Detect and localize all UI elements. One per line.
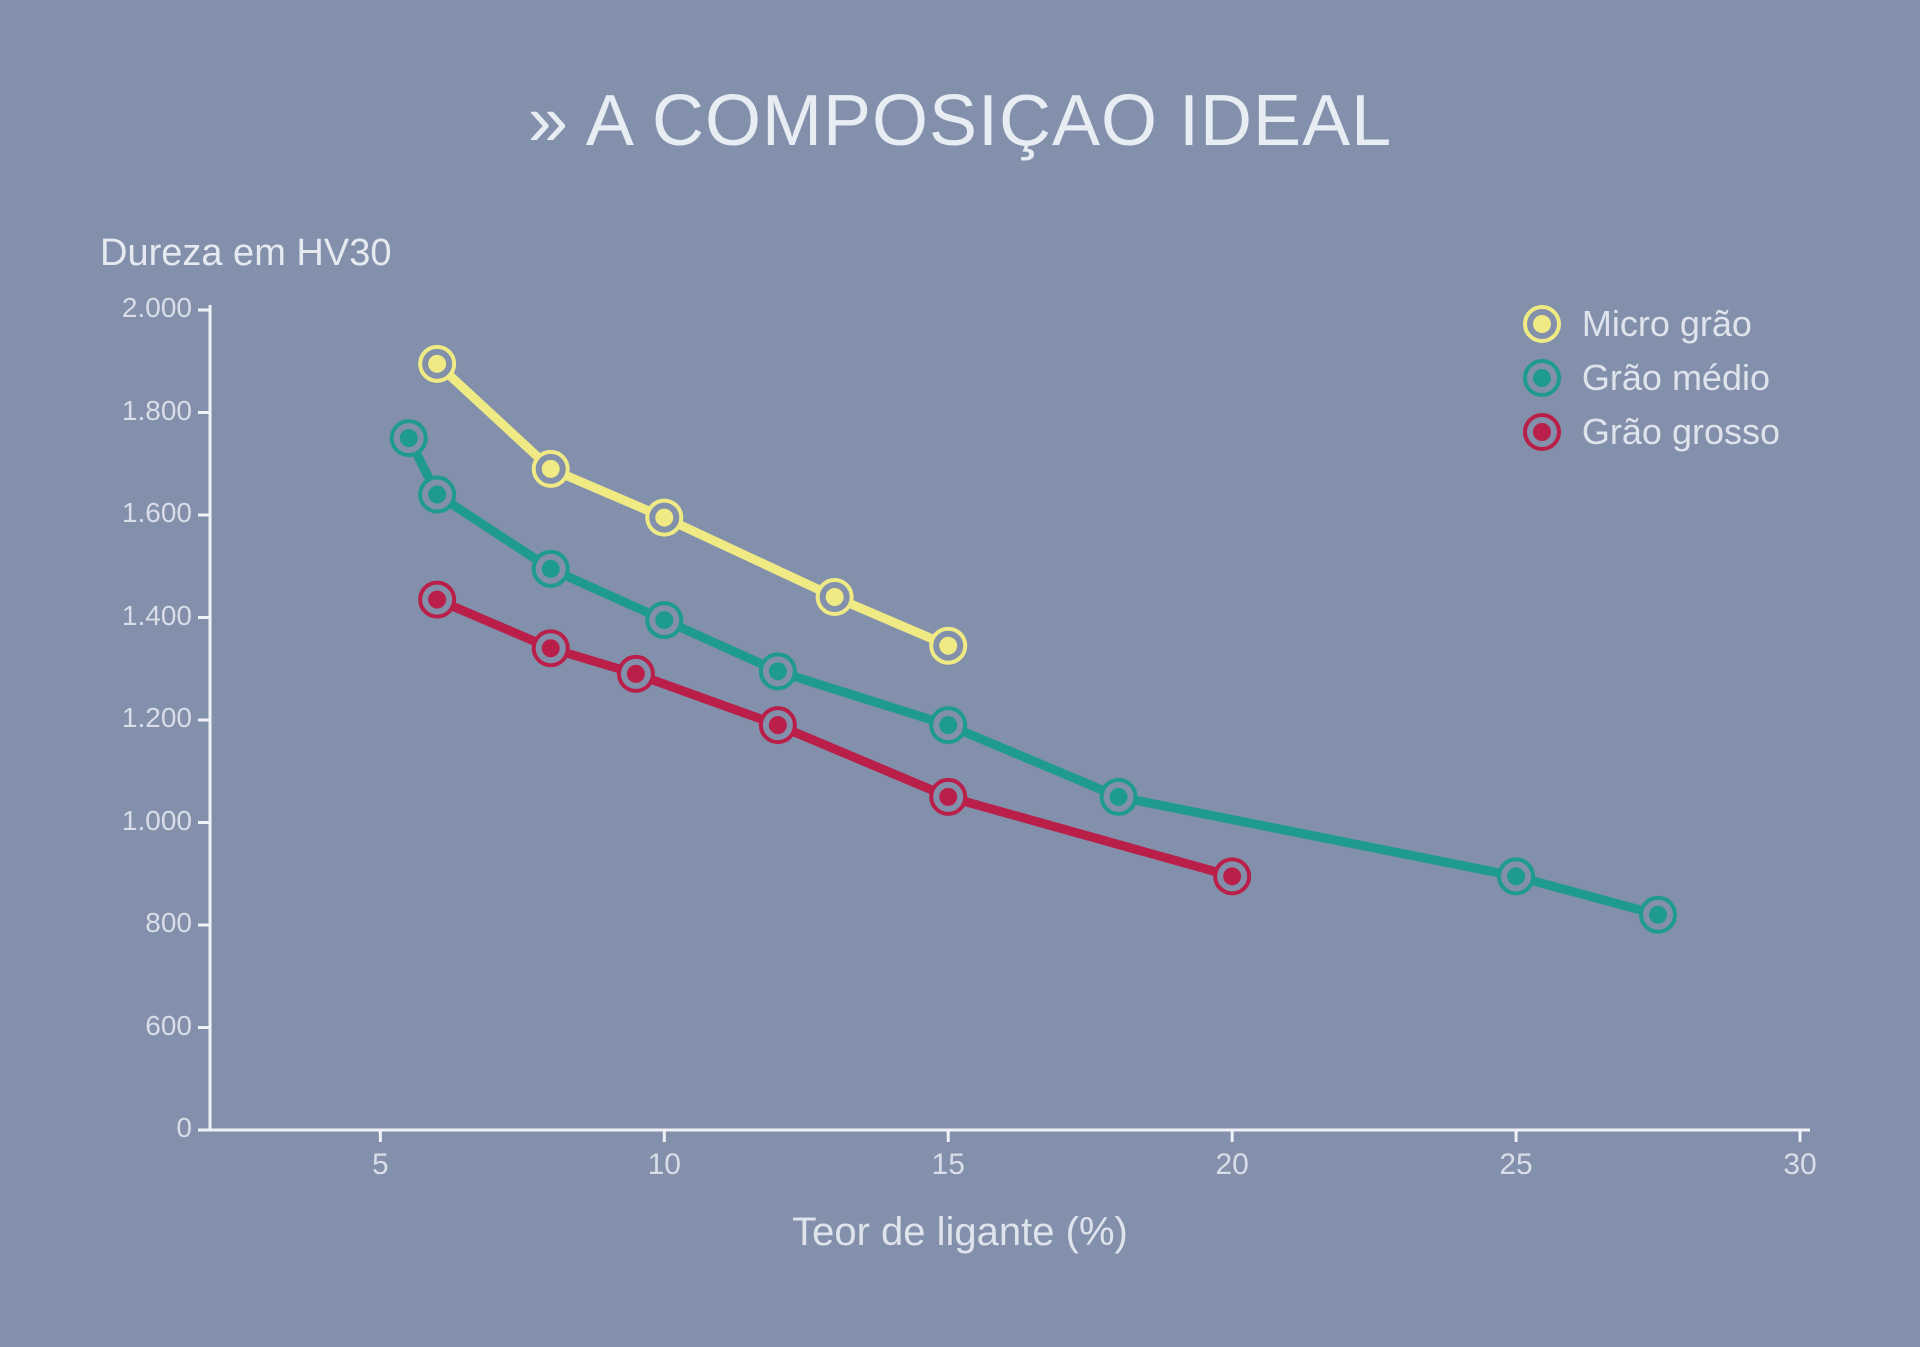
y-tick-label: 1.600: [100, 497, 192, 529]
y-tick-label: 0: [100, 1112, 192, 1144]
y-tick-label: 800: [100, 907, 192, 939]
x-tick-label: 30: [1770, 1148, 1830, 1182]
y-tick-label: 1.800: [100, 395, 192, 427]
y-tick-label: 1.000: [100, 805, 192, 837]
y-tick-label: 600: [100, 1010, 192, 1042]
legend-item: Grão grosso: [1520, 410, 1780, 454]
legend-marker-icon: [1520, 410, 1564, 454]
x-tick-label: 25: [1486, 1148, 1546, 1182]
legend-label: Micro grão: [1582, 303, 1752, 345]
legend-label: Grão médio: [1582, 357, 1770, 399]
legend-marker-icon: [1520, 356, 1564, 400]
x-tick-label: 10: [634, 1148, 694, 1182]
legend-marker-icon: [1520, 302, 1564, 346]
chart-legend: Micro grão Grão médio Grão grosso: [1520, 302, 1780, 464]
x-tick-label: 15: [918, 1148, 978, 1182]
y-tick-label: 1.400: [100, 600, 192, 632]
y-tick-label: 1.200: [100, 702, 192, 734]
x-axis-label: Teor de ligante (%): [0, 1210, 1920, 1255]
x-tick-label: 5: [350, 1148, 410, 1182]
legend-item: Grão médio: [1520, 356, 1780, 400]
chart-title: » A COMPOSIÇAO IDEAL: [0, 80, 1920, 162]
legend-item: Micro grão: [1520, 302, 1780, 346]
y-axis-label: Dureza em HV30: [100, 232, 391, 275]
y-tick-label: 2.000: [100, 292, 192, 324]
legend-label: Grão grosso: [1582, 411, 1780, 453]
x-tick-label: 20: [1202, 1148, 1262, 1182]
